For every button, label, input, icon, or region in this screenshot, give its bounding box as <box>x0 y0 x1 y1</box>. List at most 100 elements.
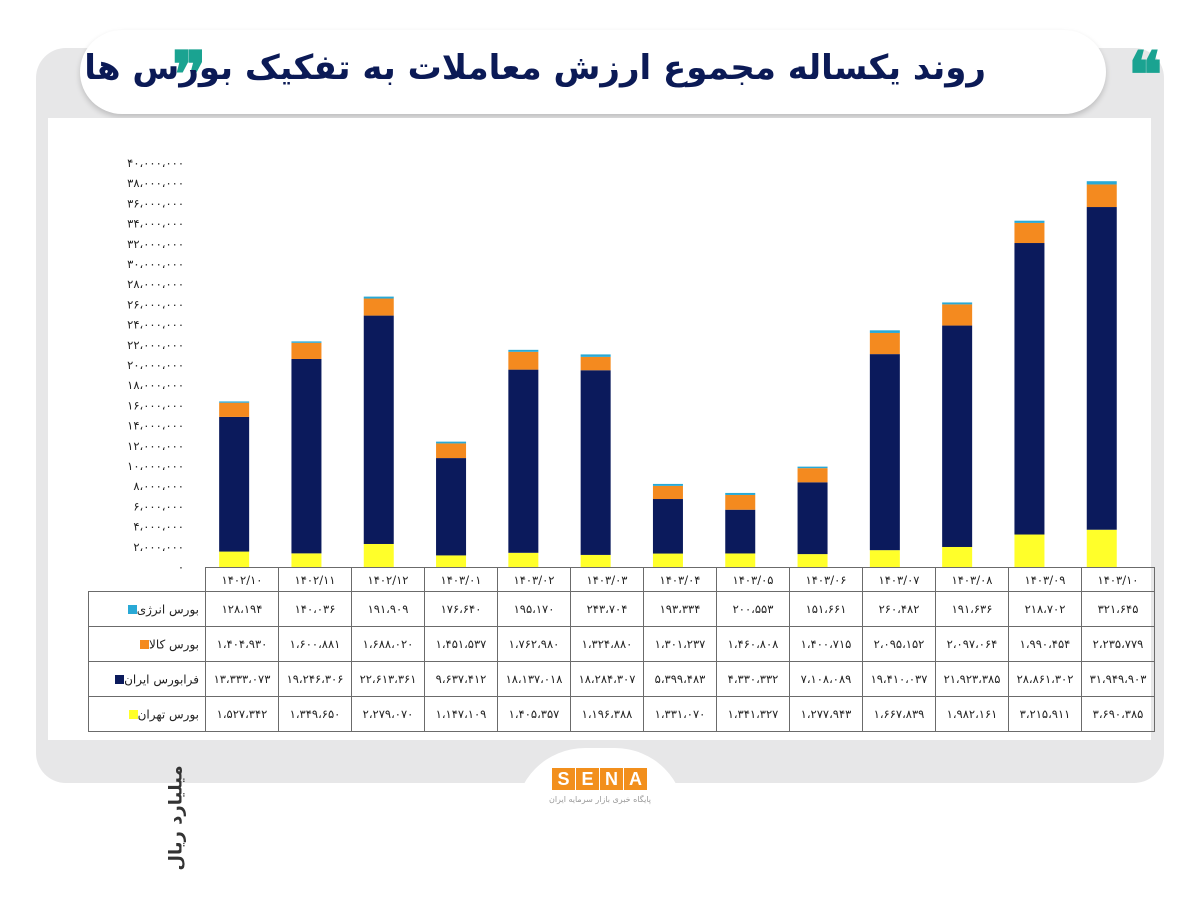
data-label: ۱،۹۹۰،۴۵۴ <box>1008 626 1082 662</box>
data-label: ۱،۴۵۱،۵۳۷ <box>424 626 498 662</box>
bar-segment <box>797 466 828 469</box>
legend-label: فرابورس ایران <box>124 672 199 687</box>
bar-segment <box>363 298 394 316</box>
legend-label: بورس انرژی <box>136 602 199 617</box>
bar-segment <box>219 402 250 417</box>
bar-segment <box>1086 529 1117 567</box>
logo-letter: N <box>600 768 623 790</box>
data-label: ۴،۳۳۰،۳۳۲ <box>716 661 790 697</box>
bar-segment <box>508 369 539 553</box>
data-label: ۱،۶۸۸،۰۲۰ <box>351 626 425 662</box>
y-tick-label: ۳۲،۰۰۰،۰۰۰ <box>127 237 184 251</box>
y-tick-label: ۳۴،۰۰۰،۰۰۰ <box>127 217 184 231</box>
bar-segment <box>436 555 467 567</box>
data-label: ۱۳،۳۳۳،۰۷۳ <box>205 661 279 697</box>
table-row: بورس انرژی ۱۲۸،۱۹۴ ۱۴۰،۰۳۶ ۱۹۱،۹۰۹ ۱۷۶،۶۴۰ ۱۹… <box>88 591 1155 627</box>
bar-segment <box>797 554 828 567</box>
bar-segment <box>580 356 611 371</box>
y-tick-label: ۳۸،۰۰۰،۰۰۰ <box>127 176 184 190</box>
bar-segment <box>725 494 756 510</box>
data-label: ۲،۲۳۵،۷۷۹ <box>1081 626 1155 662</box>
bar-segment <box>942 302 973 305</box>
data-label: ۲،۰۹۷،۰۶۴ <box>935 626 1009 662</box>
page-title: روند یکساله مجموع ارزش معاملات به تفکیک … <box>84 48 986 88</box>
table-row: بورس کالا ۱،۴۰۴،۹۳۰ ۱،۶۰۰،۸۸۱ ۱،۶۸۸،۰۲۰ ۱،۴۵… <box>88 626 1155 662</box>
bar-segment <box>363 296 394 299</box>
bar-segment <box>508 349 539 352</box>
data-label: ۳،۲۱۵،۹۱۱ <box>1008 696 1082 732</box>
bar-segment <box>652 483 683 486</box>
bar-segment <box>869 330 900 333</box>
data-label: ۱،۴۰۰،۷۱۵ <box>789 626 863 662</box>
x-tick-label: ۱۴۰۳/۰۲ <box>497 567 571 592</box>
data-label: ۱،۹۸۲،۱۶۱ <box>935 696 1009 732</box>
data-label: ۱۹۱،۶۳۶ <box>935 591 1009 627</box>
y-tick-label: ۲۲،۰۰۰،۰۰۰ <box>127 338 184 352</box>
bar-segment <box>869 550 900 567</box>
bar-segment <box>1086 207 1117 530</box>
bar-segment <box>508 552 539 567</box>
y-tick-label: ۱۰،۰۰۰،۰۰۰ <box>127 459 184 473</box>
bar-segment <box>652 553 683 567</box>
data-label: ۱،۴۰۴،۹۳۰ <box>205 626 279 662</box>
data-label: ۱۹،۲۴۶،۳۰۶ <box>278 661 352 697</box>
y-tick-label: ۲۶،۰۰۰،۰۰۰ <box>127 297 184 311</box>
bar-segment <box>652 485 683 500</box>
bar-segment <box>1014 220 1045 223</box>
legend-entry: فرابورس ایران <box>88 661 206 697</box>
data-label: ۱۹۵،۱۷۰ <box>497 591 571 627</box>
data-label: ۱۹۳،۳۳۴ <box>643 591 717 627</box>
y-tick-label: ۴۰،۰۰۰،۰۰۰ <box>127 156 184 170</box>
legend-label: بورس کالا <box>148 637 199 652</box>
data-label: ۱،۳۲۴،۸۸۰ <box>570 626 644 662</box>
data-label: ۲۱،۹۲۳،۳۸۵ <box>935 661 1009 697</box>
bar-segment <box>580 354 611 357</box>
bar-segment <box>291 341 322 343</box>
legend-label: بورس تهران <box>137 707 199 722</box>
data-label: ۱،۳۰۱،۲۳۷ <box>643 626 717 662</box>
data-label: ۷،۱۰۸،۰۸۹ <box>789 661 863 697</box>
data-label: ۵،۳۹۹،۴۸۳ <box>643 661 717 697</box>
data-label: ۱۹۱،۹۰۹ <box>351 591 425 627</box>
bar-segment <box>291 553 322 567</box>
data-label: ۱،۷۶۲،۹۸۰ <box>497 626 571 662</box>
data-label: ۲۶۰،۴۸۲ <box>862 591 936 627</box>
data-label: ۳،۶۹۰،۳۸۵ <box>1081 696 1155 732</box>
legend-entry: بورس تهران <box>88 696 206 732</box>
logo-letter: E <box>576 768 599 790</box>
data-label: ۲،۲۷۹،۰۷۰ <box>351 696 425 732</box>
data-label: ۱،۳۳۱،۰۷۰ <box>643 696 717 732</box>
data-label: ۱۲۸،۱۹۴ <box>205 591 279 627</box>
table-row: بورس تهران ۱،۵۲۷،۳۴۲ ۱،۳۴۹،۶۵۰ ۲،۲۷۹،۰۷۰ ۱،۱… <box>88 696 1155 732</box>
bar-segment <box>797 482 828 555</box>
legend-swatch-icon <box>115 674 125 684</box>
y-tick-label: ۲۸،۰۰۰،۰۰۰ <box>127 277 184 291</box>
legend-entry: بورس انرژی <box>88 591 206 627</box>
data-label: ۱،۲۷۷،۹۴۳ <box>789 696 863 732</box>
bar-segment <box>725 553 756 567</box>
table-row: فرابورس ایران ۱۳،۳۳۳،۰۷۳ ۱۹،۲۴۶،۳۰۶ ۲۲،۶۱۳،… <box>88 661 1155 697</box>
data-label: ۱،۴۶۰،۸۰۸ <box>716 626 790 662</box>
data-label: ۲۲،۶۱۳،۳۶۱ <box>351 661 425 697</box>
bar-segment <box>942 325 973 547</box>
data-label: ۱،۳۴۱،۳۲۷ <box>716 696 790 732</box>
bar-segment <box>942 546 973 567</box>
bar-segment <box>1086 181 1117 185</box>
bar-segment <box>1014 243 1045 535</box>
data-label: ۲۸،۸۶۱،۳۰۲ <box>1008 661 1082 697</box>
bar-segment <box>580 370 611 555</box>
x-tick-label: ۱۴۰۳/۱۰ <box>1081 567 1155 592</box>
bar-segment <box>219 551 250 567</box>
x-tick-label: ۱۴۰۳/۰۸ <box>935 567 1009 592</box>
bar-segment <box>1014 222 1045 244</box>
data-label: ۲۱۸،۷۰۲ <box>1008 591 1082 627</box>
data-label: ۱۷۶،۶۴۰ <box>424 591 498 627</box>
bar-segment <box>652 499 683 554</box>
y-tick-label: ۱۸،۰۰۰،۰۰۰ <box>127 378 184 392</box>
data-table: ۱۴۰۲/۱۰ ۱۴۰۲/۱۱ ۱۴۰۲/۱۲ ۱۴۰۳/۰۱ ۱۴۰۳/۰۲ ۱۴۰۳/… <box>88 567 1155 732</box>
x-tick-label: ۱۴۰۳/۰۱ <box>424 567 498 592</box>
data-label: ۲۰۰،۵۵۳ <box>716 591 790 627</box>
quote-open-icon: ❞ <box>172 38 207 113</box>
data-label: ۱،۳۴۹،۶۵۰ <box>278 696 352 732</box>
data-label: ۱،۱۴۷،۱۰۹ <box>424 696 498 732</box>
